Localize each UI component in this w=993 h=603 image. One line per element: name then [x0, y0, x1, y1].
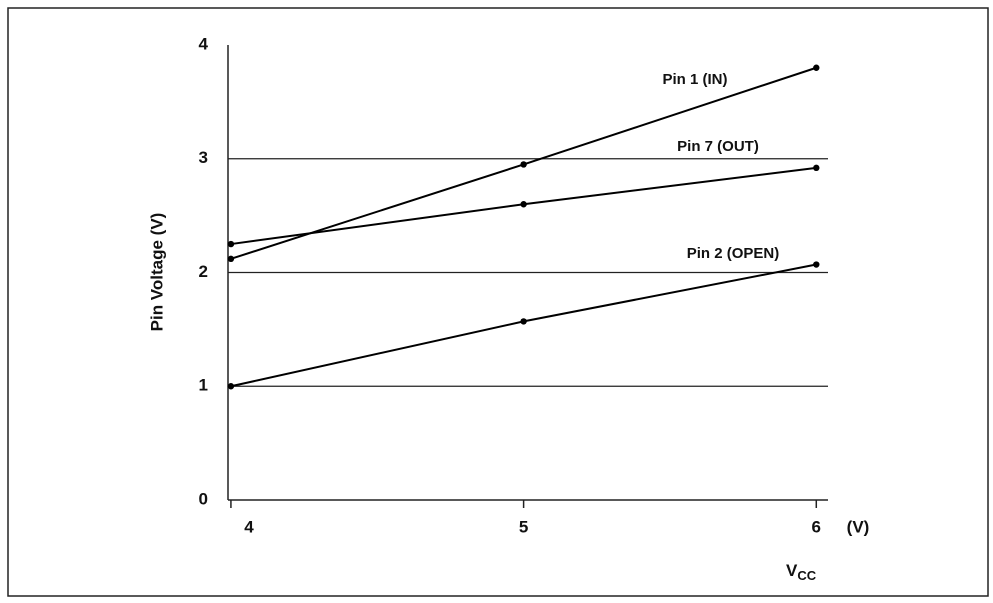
series-label: Pin 7 (OUT) — [677, 138, 759, 155]
data-point — [520, 201, 527, 208]
data-point — [227, 240, 235, 248]
data-point — [227, 255, 235, 263]
x-label-base: V — [786, 561, 798, 580]
data-point — [813, 64, 820, 71]
x-axis-label: VCC — [786, 561, 817, 583]
x-label-sub: CC — [797, 568, 816, 583]
y-tick-label: 4 — [199, 34, 209, 53]
x-tick-label: 4 — [244, 517, 254, 536]
data-point — [520, 318, 527, 325]
y-tick-label: 2 — [199, 262, 208, 281]
x-unit: (V) — [847, 517, 870, 536]
x-tick-label: 5 — [519, 517, 528, 536]
y-tick-label: 0 — [199, 489, 208, 508]
data-point — [227, 383, 235, 390]
y-axis-label: Pin Voltage (V) — [147, 213, 166, 332]
data-point — [520, 161, 527, 168]
frame — [7, 7, 989, 597]
data-point — [813, 164, 820, 172]
series-label: Pin 1 (IN) — [662, 71, 727, 88]
data-point — [813, 261, 820, 268]
y-tick-label: 1 — [199, 376, 208, 395]
series-line — [230, 263, 817, 388]
series-label: Pin 2 (OPEN) — [687, 245, 780, 262]
x-tick-label: 6 — [812, 517, 821, 536]
y-tick-label: 3 — [199, 148, 208, 167]
